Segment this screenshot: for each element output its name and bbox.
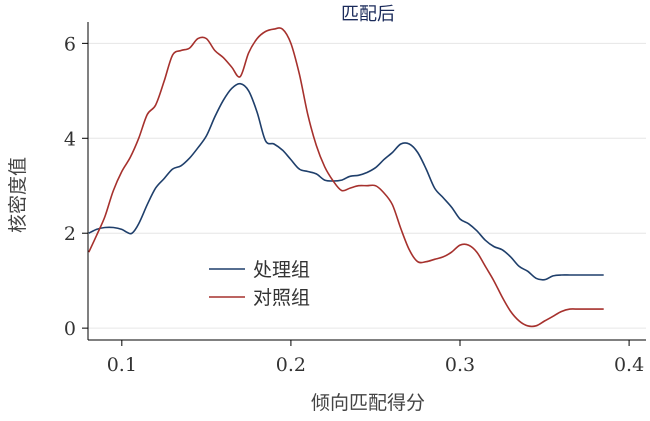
y-axis-ticks: 0 2 4 6 xyxy=(64,33,88,340)
x-tick-label: 0.2 xyxy=(276,354,306,376)
x-tick-label: 0.1 xyxy=(107,354,137,376)
legend-label-treated: 处理组 xyxy=(253,259,310,281)
y-axis-label: 核密度值 xyxy=(7,157,29,233)
y-tick-label: 0 xyxy=(64,318,76,340)
y-tick-label: 6 xyxy=(64,33,76,55)
series-lines xyxy=(88,27,604,328)
series-line-control xyxy=(88,27,604,328)
series-line-treated xyxy=(88,82,604,281)
chart-title: 匹配后 xyxy=(341,4,395,25)
x-tick-label: 0.3 xyxy=(445,354,475,376)
y-tick-label: 4 xyxy=(64,128,76,150)
legend: 处理组 对照组 xyxy=(209,259,310,309)
y-tick-label: 2 xyxy=(64,223,76,245)
grid-lines xyxy=(88,42,646,329)
legend-label-control: 对照组 xyxy=(253,287,310,309)
x-tick-label: 0.4 xyxy=(614,354,644,376)
x-axis-ticks: 0.1 0.2 0.3 0.4 xyxy=(107,340,644,376)
x-axis-label: 倾向匹配得分 xyxy=(311,392,425,414)
